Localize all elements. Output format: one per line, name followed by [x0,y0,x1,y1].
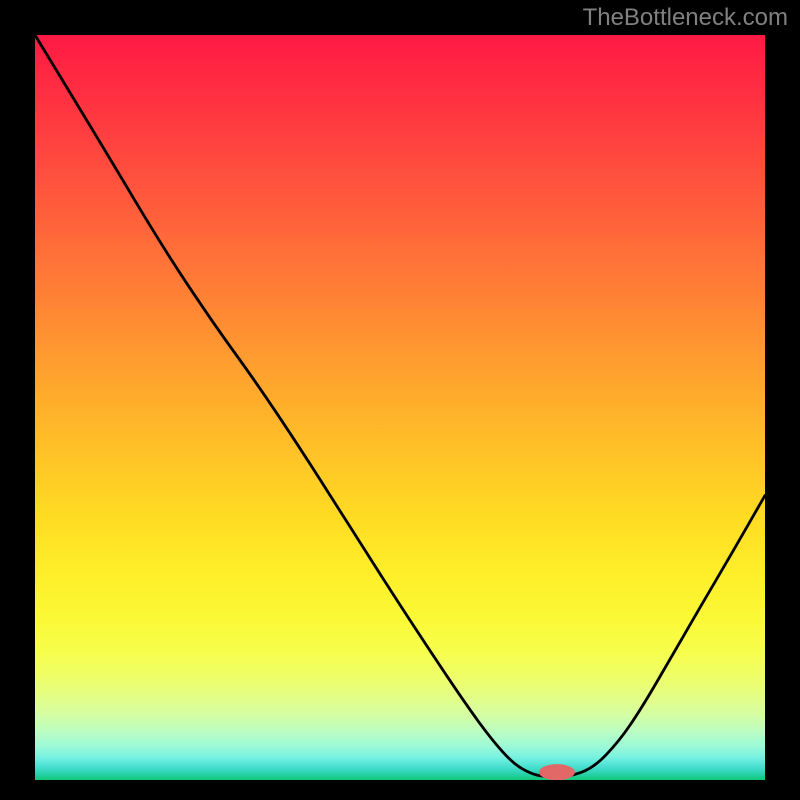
chart-svg [35,35,765,780]
plot-area [35,35,765,780]
watermark-text: TheBottleneck.com [583,4,788,32]
chart-container: TheBottleneck.com [0,0,800,800]
gradient-background [35,35,765,780]
optimal-marker [539,764,575,780]
